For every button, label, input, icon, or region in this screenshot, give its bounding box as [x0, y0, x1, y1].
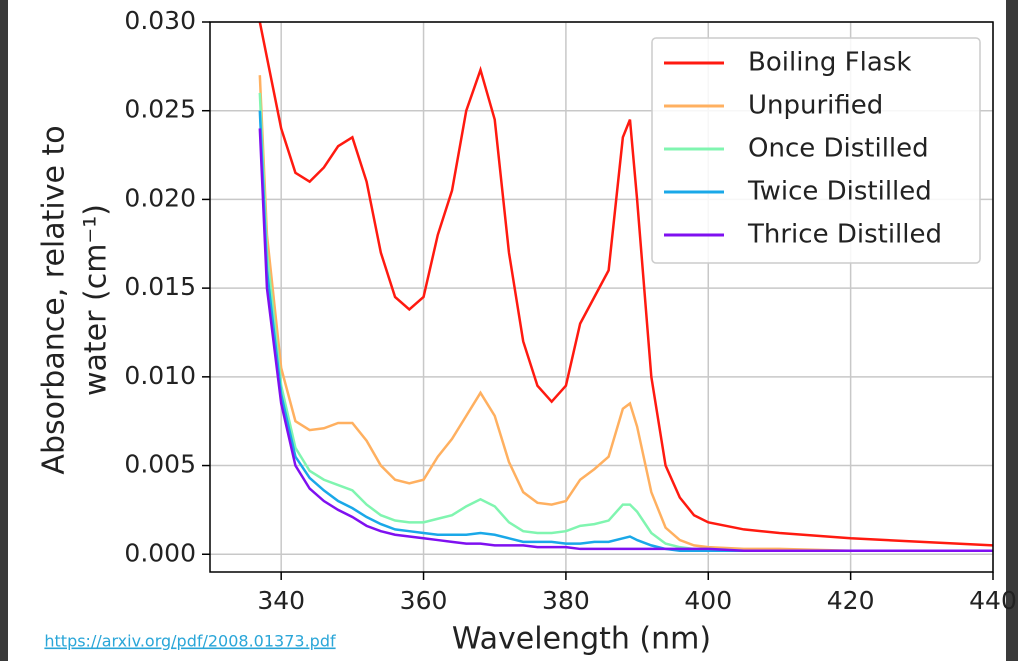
y-axis-label: Absorbance, relative to [37, 125, 72, 474]
legend-label: Twice Distilled [747, 177, 932, 207]
legend-label: Unpurified [748, 91, 883, 121]
y-tick-label: 0.025 [124, 95, 196, 124]
series-line [258, 22, 993, 547]
y-tick-label: 0.000 [124, 538, 196, 567]
legend-label: Boiling Flask [748, 48, 911, 78]
x-tick-label: 360 [400, 586, 448, 615]
plot-lines [258, 22, 993, 552]
series-line [258, 128, 993, 552]
x-tick-label: 420 [827, 586, 875, 615]
legend-label: Once Distilled [748, 134, 929, 164]
x-tick-label: 380 [542, 586, 590, 615]
y-tick-label: 0.005 [124, 450, 196, 479]
y-axis-label: water (cm⁻¹) [79, 204, 114, 396]
legend-box [651, 37, 981, 264]
x-tick-label: 400 [684, 586, 732, 615]
y-tick-label: 0.010 [124, 361, 196, 390]
y-tick-label: 0.030 [124, 6, 196, 35]
y-tick-label: 0.015 [124, 272, 196, 301]
x-tick-label: 340 [257, 586, 305, 615]
x-axis-label: Wavelength (nm) [452, 622, 711, 657]
y-tick-label: 0.020 [124, 183, 196, 212]
source-link[interactable]: https://arxiv.org/pdf/2008.01373.pdf [44, 632, 336, 651]
x-tick-label: 440 [969, 586, 1017, 615]
series-line [258, 75, 993, 552]
plot-frame [209, 21, 994, 573]
legend-label: Thrice Distilled [747, 220, 942, 250]
series-line [258, 110, 993, 552]
